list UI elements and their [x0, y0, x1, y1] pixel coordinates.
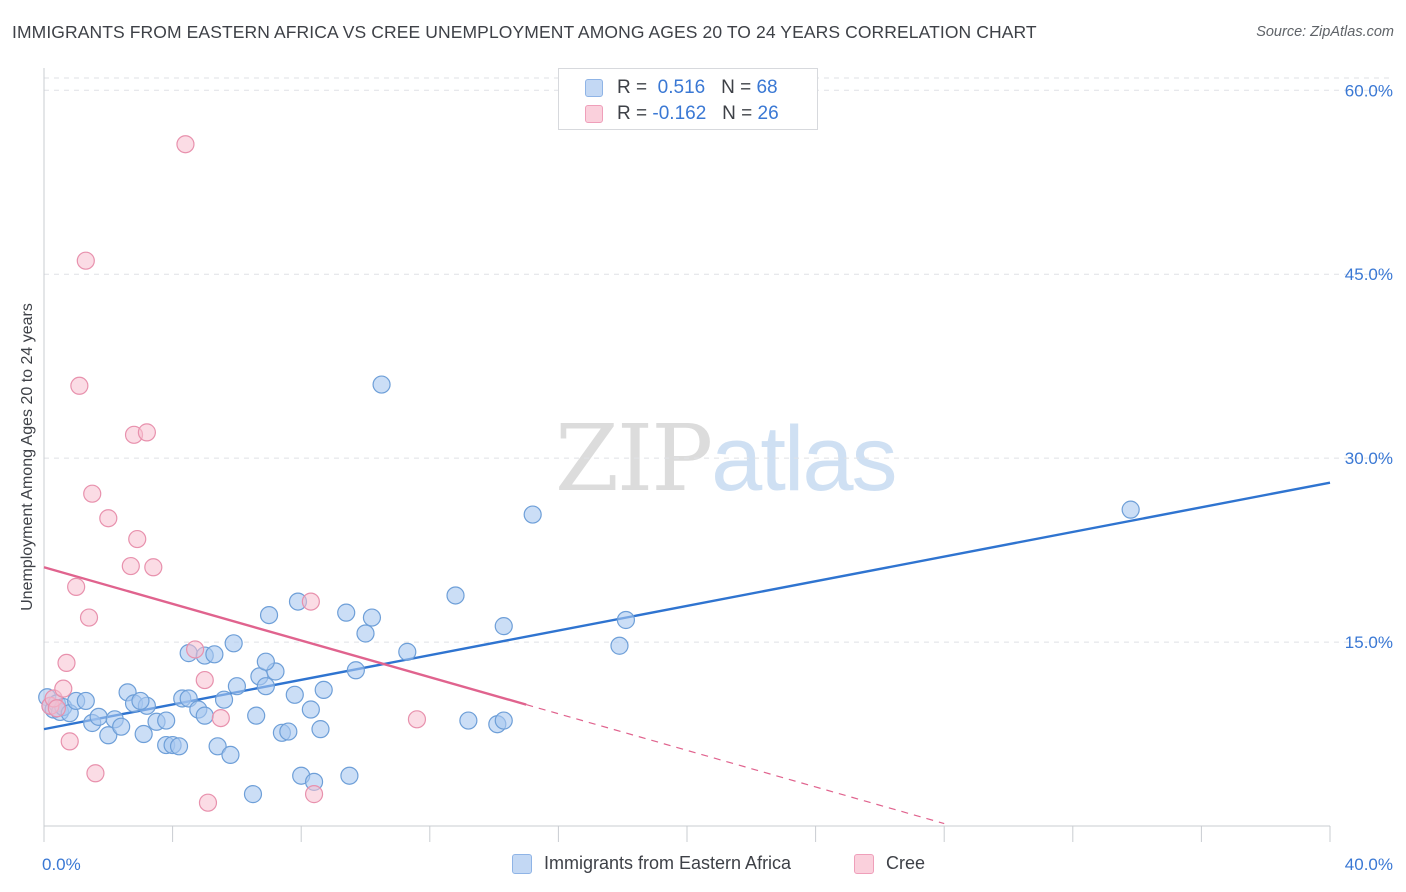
- legend-n-value: 68: [756, 77, 778, 98]
- point-cree: [54, 679, 73, 698]
- point-cree: [47, 699, 66, 718]
- y-tick-label: 45.0%: [1345, 265, 1393, 284]
- point-immigrants: [459, 711, 478, 730]
- point-immigrants: [221, 745, 240, 764]
- point-immigrants: [169, 737, 189, 756]
- point-immigrants: [205, 645, 224, 664]
- point-immigrants: [224, 634, 243, 653]
- point-immigrants: [259, 605, 279, 625]
- point-immigrants: [340, 766, 359, 785]
- point-immigrants: [256, 677, 275, 696]
- point-immigrants: [243, 785, 263, 804]
- point-cree: [211, 708, 230, 728]
- point-immigrants: [195, 706, 214, 725]
- trend-line-cree: [43, 566, 527, 706]
- point-immigrants: [157, 711, 176, 730]
- point-immigrants: [301, 700, 320, 719]
- point-cree: [144, 558, 163, 577]
- point-cree: [176, 135, 195, 154]
- point-immigrants: [337, 603, 356, 622]
- watermark-atlas: atlas: [711, 408, 897, 510]
- legend-n-label: N =: [721, 77, 752, 98]
- point-immigrants: [76, 691, 95, 711]
- point-immigrants: [314, 680, 333, 699]
- point-cree: [304, 785, 324, 804]
- point-immigrants: [208, 737, 227, 756]
- point-immigrants: [346, 661, 365, 680]
- point-immigrants: [610, 636, 629, 655]
- point-cree: [407, 710, 427, 729]
- point-cree: [79, 608, 99, 627]
- point-cree: [67, 577, 86, 596]
- legend-r-value: -0.162: [652, 103, 707, 124]
- point-cree: [186, 640, 205, 659]
- point-cree: [198, 793, 218, 812]
- point-cree: [60, 732, 79, 751]
- grid: [44, 77, 1394, 643]
- point-immigrants: [1121, 500, 1140, 519]
- point-immigrants: [372, 375, 391, 394]
- point-immigrants: [227, 677, 246, 696]
- y-axis-label: Unemployment Among Ages 20 to 24 years: [19, 303, 36, 611]
- point-immigrants: [311, 720, 330, 739]
- point-immigrants: [446, 586, 465, 605]
- legend-swatch-blue: [585, 79, 603, 97]
- chart-title: IMMIGRANTS FROM EASTERN AFRICA VS CREE U…: [12, 22, 1037, 42]
- legend-r-value: 0.516: [657, 77, 706, 98]
- point-cree: [83, 484, 102, 503]
- point-immigrants: [285, 685, 304, 704]
- point-cree: [86, 764, 105, 783]
- point-cree: [301, 592, 320, 611]
- trend-line-cree-extension: [526, 704, 945, 825]
- point-immigrants: [134, 724, 153, 744]
- series-legend: Immigrants from Eastern Africa Cree: [0, 852, 1406, 878]
- point-immigrants: [494, 711, 513, 730]
- point-immigrants: [494, 617, 513, 636]
- point-cree: [57, 653, 76, 673]
- point-immigrants: [89, 707, 108, 726]
- legend-label: Cree: [886, 853, 926, 873]
- x-tick-label: 0.0%: [42, 855, 81, 874]
- point-immigrants: [523, 505, 542, 524]
- x-tick-label: 40.0%: [1345, 855, 1393, 874]
- legend-r-label: R =: [617, 103, 648, 124]
- point-immigrants: [362, 608, 382, 627]
- point-immigrants: [356, 624, 375, 643]
- y-tick-label: 15.0%: [1345, 633, 1393, 652]
- point-immigrants: [214, 690, 234, 709]
- point-immigrants: [398, 642, 417, 661]
- legend-swatch-blue: [512, 854, 532, 874]
- correlation-legend: R = 0.516 N = 68 R = -0.162 N = 26: [558, 68, 818, 130]
- point-cree: [137, 423, 156, 442]
- legend-label: Immigrants from Eastern Africa: [544, 853, 792, 873]
- point-cree: [121, 556, 140, 576]
- y-tick-label: 30.0%: [1345, 449, 1393, 468]
- point-cree: [76, 251, 95, 270]
- point-cree: [99, 509, 118, 528]
- point-cree: [70, 376, 89, 395]
- point-immigrants: [112, 717, 131, 736]
- trend-lines: [43, 481, 1331, 825]
- source-label: Source: ZipAtlas.com: [1256, 24, 1394, 40]
- point-cree: [128, 529, 147, 549]
- watermark: ZIPatlas: [555, 405, 898, 512]
- axes: [43, 68, 1331, 842]
- point-immigrants: [99, 726, 118, 745]
- legend-r-label: R =: [617, 77, 648, 98]
- point-immigrants: [279, 722, 298, 741]
- legend-swatch-pink: [585, 105, 603, 123]
- y-tick-label: 60.0%: [1345, 81, 1393, 100]
- point-immigrants: [256, 652, 275, 671]
- point-immigrants: [247, 706, 266, 725]
- point-cree: [195, 670, 214, 690]
- legend-swatch-pink: [854, 854, 874, 874]
- legend-n-value: 26: [757, 103, 779, 124]
- legend-n-label: N =: [722, 103, 753, 124]
- point-immigrants: [131, 691, 150, 711]
- data-points: [38, 135, 1140, 812]
- point-immigrants: [616, 610, 636, 630]
- tick-labels: 15.0% 30.0% 45.0% 60.0% 0.0% 40.0%: [42, 81, 1393, 874]
